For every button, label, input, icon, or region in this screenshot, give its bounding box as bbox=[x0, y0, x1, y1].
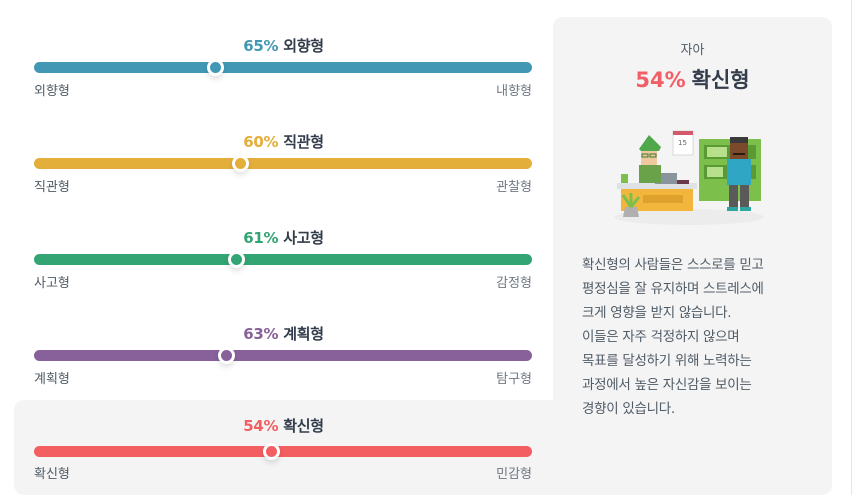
scrollbar-edge bbox=[851, 0, 852, 495]
trait-bar[interactable] bbox=[34, 251, 532, 268]
trait-knob[interactable] bbox=[217, 347, 235, 364]
trait-right-label: 탐구형 bbox=[496, 372, 532, 387]
trait-percent: 54% bbox=[243, 417, 279, 435]
trait-bar[interactable] bbox=[34, 347, 532, 364]
trait-left-label: 외향형 bbox=[34, 84, 70, 99]
trait-description: 확신형의 사람들은 스스로를 믿고 평정심을 잘 유지하며 스트레스에 크게 영… bbox=[582, 253, 822, 421]
trait-name: 사고형 bbox=[283, 229, 324, 247]
description-line: 이들은 자주 걱정하지 않으며 bbox=[582, 329, 740, 345]
description-line: 평정심을 잘 유지하며 스트레스에 bbox=[582, 281, 764, 297]
trait-row-mind[interactable]: 60% 직관형 직관형 관찰형 bbox=[14, 116, 553, 212]
trait-title: 54% 확신형 bbox=[14, 415, 553, 436]
trait-name: 계획형 bbox=[283, 325, 324, 343]
trait-right-label: 내향형 bbox=[496, 84, 532, 99]
trait-percent: 63% bbox=[243, 325, 279, 343]
trait-left-label: 직관형 bbox=[34, 180, 70, 195]
trait-percent: 61% bbox=[243, 229, 279, 247]
trait-knob[interactable] bbox=[263, 443, 281, 460]
description-line: 목표를 달성하기 위해 노력하는 bbox=[582, 353, 752, 369]
trait-name: 확신형 bbox=[283, 417, 324, 435]
svg-text:15: 15 bbox=[678, 139, 687, 147]
trait-bar[interactable] bbox=[34, 59, 532, 76]
trait-right-label: 민감형 bbox=[496, 467, 532, 482]
trait-name: 외향형 bbox=[283, 37, 324, 55]
trait-right-label: 관찰형 bbox=[496, 180, 532, 195]
description-line: 과정에서 높은 자신감을 보이는 bbox=[582, 377, 752, 393]
trait-knob[interactable] bbox=[232, 155, 250, 172]
trait-title: 60% 직관형 bbox=[14, 131, 553, 152]
trait-bar[interactable] bbox=[34, 155, 532, 172]
trait-title: 61% 사고형 bbox=[14, 227, 553, 248]
trait-name: 직관형 bbox=[283, 133, 324, 151]
trait-percent: 60% bbox=[243, 133, 279, 151]
trait-percent: 65% bbox=[243, 37, 279, 55]
trait-detail-percent: 54% bbox=[635, 68, 686, 92]
office-meeting-illustration: 15 bbox=[614, 130, 764, 225]
trait-category: 자아 bbox=[680, 43, 705, 58]
trait-knob[interactable] bbox=[206, 59, 224, 76]
trait-detail-name: 확신형 bbox=[691, 68, 750, 92]
description-line: 크게 영향을 받지 않습니다. bbox=[582, 305, 732, 321]
trait-row-nature[interactable]: 61% 사고형 사고형 감정형 bbox=[14, 212, 553, 308]
trait-detail-title: 54% 확신형 bbox=[553, 64, 832, 94]
trait-knob[interactable] bbox=[228, 251, 246, 268]
trait-row-energy[interactable]: 65% 외향형 외향형 내향형 bbox=[14, 20, 553, 116]
trait-detail-panel: 자아 54% 확신형 15 bbox=[553, 17, 832, 495]
trait-title: 63% 계획형 bbox=[14, 323, 553, 344]
trait-left-label: 계획형 bbox=[34, 372, 70, 387]
trait-row-tactics[interactable]: 63% 계획형 계획형 탐구형 bbox=[14, 308, 553, 404]
trait-title: 65% 외향형 bbox=[14, 35, 553, 56]
trait-left-label: 확신형 bbox=[34, 467, 70, 482]
description-line: 경향이 있습니다. bbox=[582, 401, 675, 417]
trait-right-label: 감정형 bbox=[496, 276, 532, 291]
trait-bar[interactable] bbox=[34, 443, 532, 460]
description-line: 확신형의 사람들은 스스로를 믿고 bbox=[582, 257, 764, 273]
trait-row-identity[interactable]: 54% 확신형 확신형 민감형 bbox=[14, 400, 553, 495]
trait-left-label: 사고형 bbox=[34, 276, 70, 291]
